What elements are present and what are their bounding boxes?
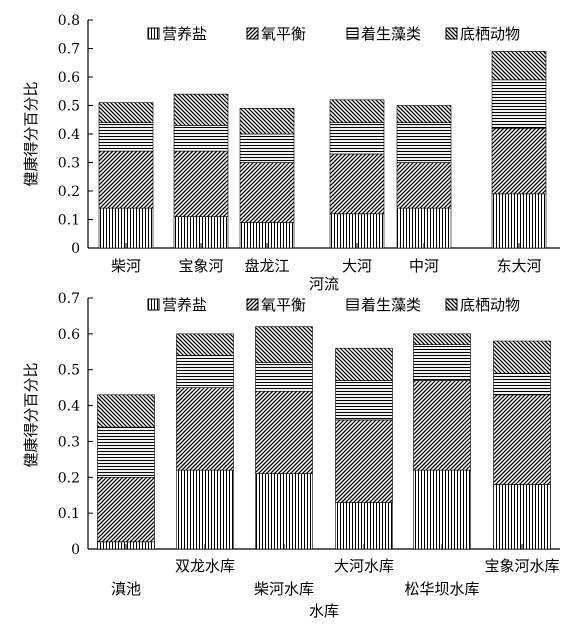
back-diagonal-hatch-icon — [445, 27, 458, 40]
bar-segment — [329, 153, 385, 215]
bar-segment — [329, 99, 385, 123]
x-category-label: 双龙水库 — [175, 557, 235, 575]
y-tick-label: 0.4 — [58, 127, 80, 143]
vertical-hatch-icon — [147, 27, 160, 40]
bar-segment — [335, 380, 393, 421]
bar-segment — [413, 333, 471, 345]
legend-label: 底栖动物 — [460, 296, 520, 314]
bar-segment — [329, 122, 385, 155]
bar-segment — [335, 419, 393, 503]
bar-segment — [396, 162, 452, 209]
back-diagonal-hatch-icon — [445, 298, 458, 311]
diagonal-hatch-icon — [246, 298, 259, 311]
legend-label: 氧平衡 — [261, 296, 306, 314]
y-tick-label: 0.7 — [58, 291, 80, 307]
legend-label: 着生藻类 — [361, 296, 421, 314]
bar-segment — [413, 380, 471, 471]
y-tick-label: 0.2 — [58, 470, 80, 486]
bar-segment — [98, 122, 154, 152]
y-tick-label: 0.7 — [58, 42, 80, 58]
bar-segment — [493, 372, 551, 396]
bar-segment — [98, 102, 154, 123]
bar-segment — [173, 216, 229, 249]
bar-segment — [493, 340, 551, 374]
y-tick-label: 0.1 — [58, 213, 80, 229]
bar-segment — [239, 162, 295, 223]
legend-label: 底栖动物 — [460, 25, 520, 43]
bar-segment — [239, 133, 295, 163]
y-tick-label: 0 — [71, 241, 80, 257]
bar-segment — [413, 344, 471, 381]
bar-segment — [255, 326, 313, 363]
y-tick-label: 0.2 — [58, 184, 80, 200]
x-axis-title: 河流 — [309, 275, 339, 293]
x-category-label: 中河 — [409, 257, 439, 275]
bar-segment — [98, 207, 154, 249]
bar-segment — [255, 473, 313, 550]
bar-segment — [491, 51, 547, 81]
bar-segment — [176, 469, 234, 550]
bar-segment — [176, 355, 234, 388]
bar-segment — [173, 125, 229, 152]
bar-segment — [396, 105, 452, 123]
bar-segment — [97, 476, 155, 543]
bar-segment — [491, 128, 547, 195]
x-category-label: 大河水库 — [334, 557, 394, 575]
x-category-label: 滇池 — [111, 580, 141, 598]
bar-segment — [255, 390, 313, 475]
vertical-hatch-icon — [147, 298, 160, 311]
bar-segment — [173, 93, 229, 126]
y-tick-label: 0.5 — [58, 363, 80, 379]
x-category-label: 柴河水库 — [254, 580, 314, 598]
x-category-label: 东大河 — [496, 257, 541, 275]
bar-segment — [491, 79, 547, 129]
bar-segment — [176, 333, 234, 356]
bar-segment — [335, 347, 393, 381]
bar-segment — [413, 469, 471, 550]
bar-segment — [97, 394, 155, 428]
bar-segment — [255, 362, 313, 392]
bar-segment — [396, 122, 452, 163]
y-tick-label: 0.3 — [58, 156, 80, 172]
bar-segment — [176, 387, 234, 471]
y-axis-title: 健康得分百分比 — [22, 362, 40, 467]
x-category-label: 盘龙江 — [244, 257, 289, 275]
legend-label: 营养盐 — [162, 25, 207, 43]
bar-segment — [239, 108, 295, 135]
x-category-label: 宝象河 — [178, 257, 223, 275]
y-tick-label: 0.6 — [58, 70, 80, 86]
x-axis-title: 水库 — [309, 602, 339, 620]
x-category-label: 宝象河水库 — [484, 557, 559, 575]
bar-segment — [329, 213, 385, 249]
bar-segment — [493, 484, 551, 550]
bar-segment — [97, 426, 155, 478]
x-category-label: 大河 — [342, 257, 372, 275]
y-tick-label: 0.6 — [58, 327, 80, 343]
bar-segment — [493, 394, 551, 485]
y-axis-title: 健康得分百分比 — [22, 81, 40, 186]
legend-label: 氧平衡 — [261, 25, 306, 43]
y-tick-label: 0.8 — [58, 13, 80, 29]
bar-segment — [98, 150, 154, 209]
y-tick-label: 0 — [71, 542, 80, 558]
bar-segment — [396, 207, 452, 249]
y-tick-label: 0.5 — [58, 99, 80, 115]
legend-label: 营养盐 — [162, 296, 207, 314]
x-category-label: 松华坝水库 — [404, 580, 479, 598]
horizontal-hatch-icon — [346, 298, 359, 311]
bar-segment — [173, 150, 229, 217]
y-tick-label: 0.3 — [58, 434, 80, 450]
bar-segment — [491, 193, 547, 249]
x-category-label: 柴河 — [111, 257, 141, 275]
y-tick-label: 0.4 — [58, 399, 80, 415]
y-tick-label: 0.1 — [58, 506, 80, 522]
legend-label: 着生藻类 — [361, 25, 421, 43]
diagonal-hatch-icon — [246, 27, 259, 40]
horizontal-hatch-icon — [346, 27, 359, 40]
bar-segment — [335, 502, 393, 550]
